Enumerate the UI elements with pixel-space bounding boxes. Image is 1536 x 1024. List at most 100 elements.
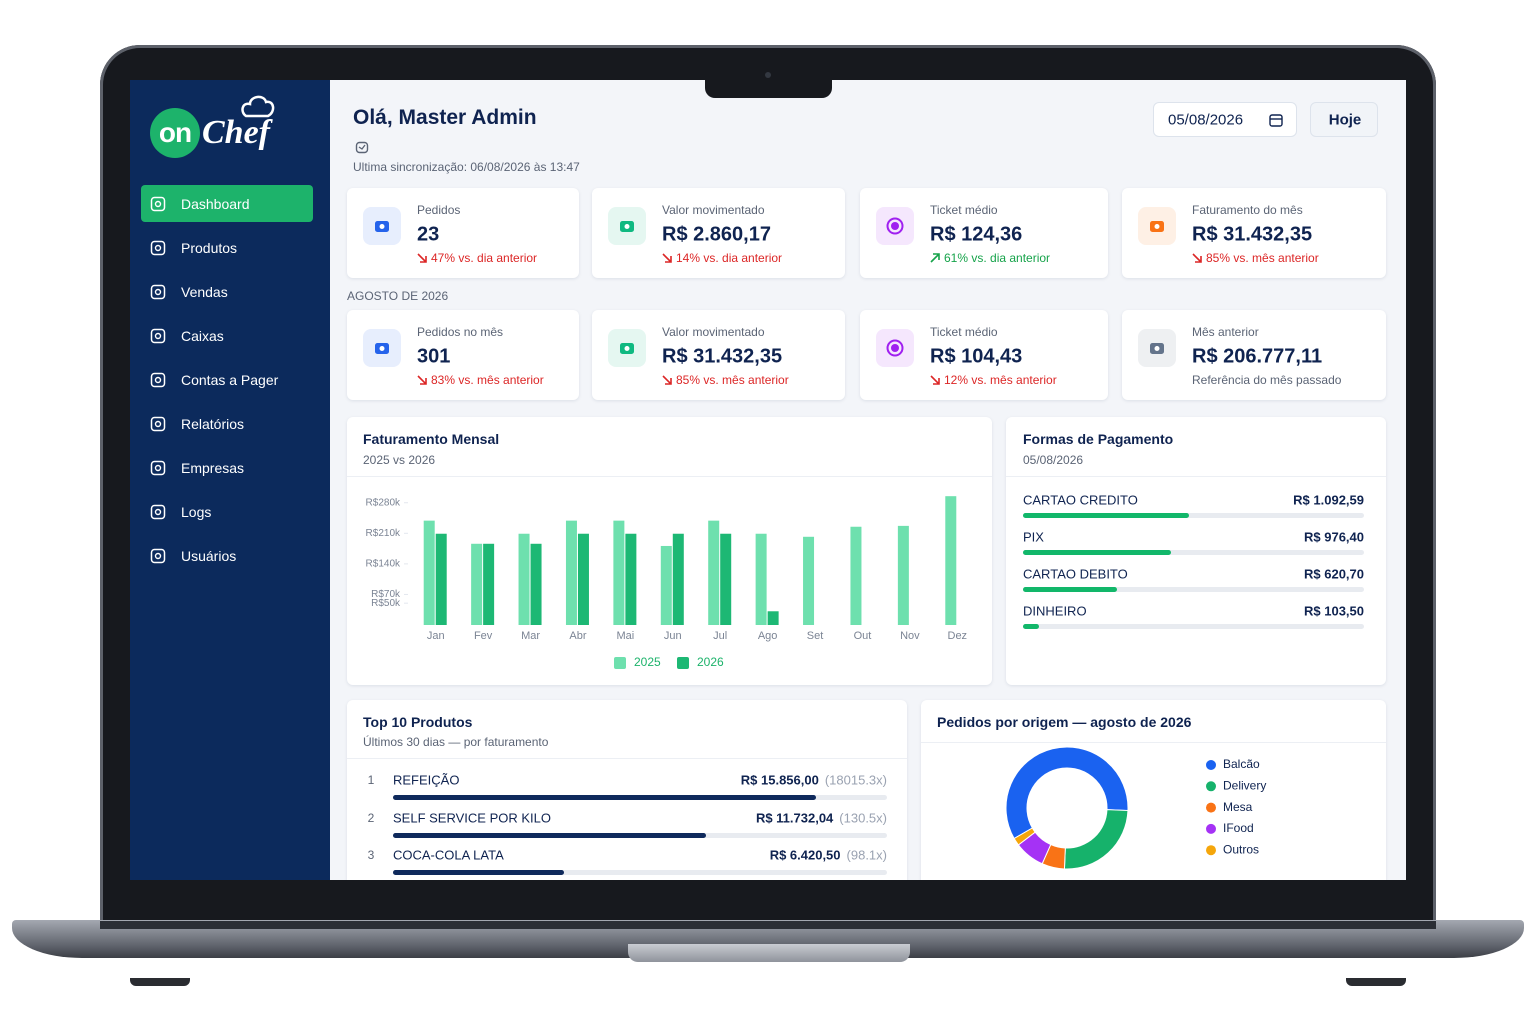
nav-item[interactable]: Vendas: [181, 284, 228, 300]
divider: [921, 742, 1386, 743]
icon-core: [891, 344, 899, 352]
sync-icon: [355, 141, 369, 154]
sidebar: on Chef Dashboard Produtos Vendas Caixas Conta…: [130, 80, 330, 880]
foot: [1346, 978, 1406, 986]
card-value: R$ 31.432,35: [1192, 223, 1313, 246]
date-value[interactable]: 05/08/2026: [1168, 111, 1244, 129]
trend-arrow: [1192, 253, 1202, 263]
card-icon: [375, 221, 389, 232]
product-value: R$ 11.732,04: [755, 810, 834, 825]
card-label: Ticket médio: [930, 325, 998, 339]
stat-card: [347, 310, 579, 400]
card-label: Valor movimentado: [662, 325, 765, 339]
nav-icon: [150, 460, 166, 476]
nav-item[interactable]: Contas a Pager: [181, 372, 279, 388]
stat-card: [860, 310, 1108, 400]
panel-title: Top 10 Produtos: [363, 714, 473, 730]
card-value: R$ 206.777,11: [1192, 345, 1323, 368]
payment-track: [1023, 513, 1364, 518]
logo-circle: [150, 108, 200, 158]
date-input[interactable]: 05/08/2026: [1153, 102, 1297, 137]
divider: [347, 758, 907, 759]
payment-value: R$ 620,70: [1304, 566, 1364, 582]
nav-icon: [150, 416, 166, 432]
calendar-shape: [1269, 114, 1283, 127]
panel-subtitle: 05/08/2026: [1023, 453, 1084, 467]
nav-item[interactable]: Dashboard: [181, 196, 250, 212]
card-label: Faturamento do mês: [1192, 203, 1303, 217]
card-change: 85% vs. mês anterior: [676, 373, 789, 387]
nav-item[interactable]: Logs: [181, 504, 212, 520]
panel-subtitle: Últimos 30 dias — por faturamento: [363, 735, 549, 749]
card-change: 14% vs. dia anterior: [676, 251, 783, 265]
nav-icon: [150, 548, 166, 564]
card-icon: [375, 343, 389, 354]
screen: on Chef Dashboard Produtos Vendas Caixas Conta…: [130, 80, 1406, 880]
payment-value: R$ 976,40: [1304, 529, 1364, 545]
payment-name: DINHEIRO: [1023, 603, 1087, 619]
card-icon: [886, 339, 904, 357]
product-name: SELF SERVICE POR KILO: [393, 810, 551, 825]
chart-title: Faturamento Mensal: [363, 431, 500, 447]
product-amount: R$ 11.732,04 (130.5x): [756, 810, 887, 825]
keyboard-edge: [100, 921, 1436, 929]
trend-arrow-shape: [417, 253, 427, 263]
nav-icon: [150, 284, 166, 300]
nav-icon-dot: [154, 464, 162, 472]
card-value: R$ 31.432,35: [662, 345, 783, 368]
payment-name: CARTAO DEBITO: [1023, 566, 1128, 582]
icon-core: [891, 222, 899, 230]
trend-arrow: [417, 375, 427, 385]
nav-item[interactable]: Produtos: [181, 240, 238, 256]
icon-detail: [1154, 346, 1160, 351]
nav-item[interactable]: Usuários: [181, 548, 237, 564]
today-label[interactable]: Hoje: [1328, 111, 1362, 129]
nav-icon-shape: [150, 460, 166, 476]
product-name: REFEIÇÃO: [393, 772, 460, 788]
card-icon: [620, 221, 634, 232]
nav-item[interactable]: Relatórios: [181, 416, 245, 432]
card-change: 12% vs. mês anterior: [944, 373, 1057, 387]
product-name: COCA-COLA LATA: [393, 847, 504, 863]
trend-arrow-shape: [662, 253, 672, 263]
nav-icon: [150, 504, 166, 520]
product-bar: [393, 832, 707, 838]
nav-icon-dot: [154, 288, 162, 296]
payment-name: PIX: [1023, 529, 1044, 545]
payment-track: [1023, 550, 1364, 555]
stat-card: [347, 188, 579, 278]
today-button[interactable]: Hoje: [1310, 102, 1378, 137]
icon-detail: [379, 346, 385, 351]
product-amount: R$ 15.856,00 (18015.3x): [741, 773, 887, 788]
nav-icon-dot: [154, 508, 162, 516]
product-note: (98.1x): [846, 847, 887, 863]
stat-card: [860, 188, 1108, 278]
card-icon: [1150, 343, 1164, 354]
divider: [1006, 476, 1386, 477]
nav-item[interactable]: Empresas: [181, 460, 245, 476]
sync-icon-shape: [355, 141, 369, 154]
nav-icon-dot: [154, 376, 162, 384]
stat-card: [592, 188, 845, 278]
nav-icon-dot: [154, 332, 162, 340]
card-label: Ticket médio: [930, 203, 998, 217]
chart-subtitle: 2025 vs 2026: [363, 453, 436, 467]
icon-detail: [624, 346, 630, 351]
nav-icon-shape: [150, 372, 166, 388]
payment-value: R$ 1.092,59: [1293, 492, 1364, 508]
product-bar: [393, 795, 817, 800]
payment-bar: [1023, 550, 1171, 555]
payment-value: R$ 103,50: [1304, 603, 1364, 619]
trend-arrow-shape: [662, 375, 672, 385]
logo-on: on: [158, 117, 192, 148]
card-change: 85% vs. mês anterior: [1206, 251, 1319, 265]
payment-track: [1023, 624, 1364, 629]
product-rank: 3: [367, 848, 375, 862]
card-label: Valor movimentado: [662, 203, 765, 217]
sync-icon-check: [358, 144, 366, 150]
nav-item[interactable]: Caixas: [181, 328, 224, 344]
nav-icon-shape: [150, 284, 166, 300]
card-icon: [886, 217, 904, 235]
